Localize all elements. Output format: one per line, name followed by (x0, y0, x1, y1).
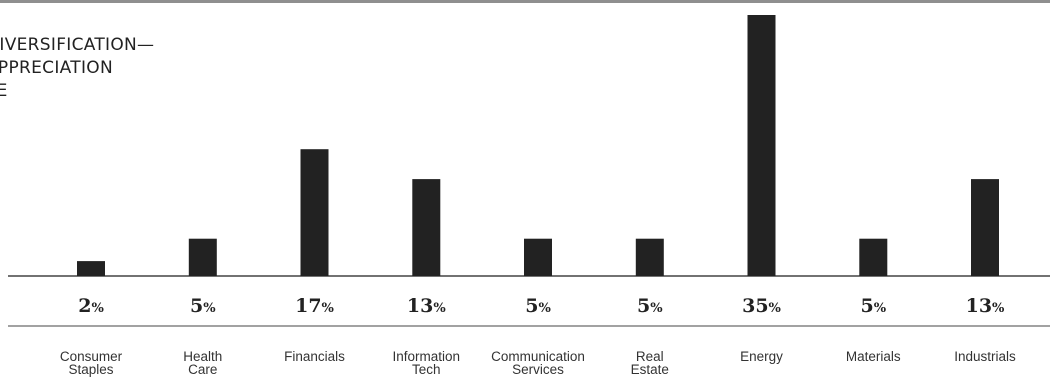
category-label-line: Care (188, 362, 217, 377)
chart-title: DIVERSIFICATION— APPRECIATION TE (0, 34, 154, 103)
category-label-line: Health (183, 349, 222, 364)
value-label: 5% (190, 295, 216, 317)
value-number: 5 (525, 295, 538, 317)
bar (971, 179, 999, 276)
value-label: 13% (966, 295, 1005, 317)
category-label-line: Staples (68, 362, 113, 377)
category-label-line: Financials (284, 349, 345, 364)
value-unit: % (874, 301, 887, 316)
value-number: 13 (966, 295, 992, 317)
category-label-line: Materials (846, 349, 901, 364)
value-label: 35% (742, 295, 781, 317)
value-number: 5 (637, 295, 650, 317)
category-label-line: Communication (491, 349, 585, 364)
bar (300, 149, 329, 276)
value-label: 17% (295, 295, 334, 317)
category-label-line: Tech (412, 362, 441, 377)
category-label: Communication Services (491, 349, 585, 377)
category-label: Industrials (954, 349, 1016, 364)
value-unit: % (769, 301, 782, 316)
value-unit: % (433, 301, 446, 316)
category-labels: Consumer Staples Health Care Financials Infor… (60, 349, 1016, 377)
value-label: 5% (861, 295, 887, 317)
value-number: 5 (190, 295, 203, 317)
bar (635, 238, 664, 276)
category-label: Energy (740, 349, 783, 364)
category-label: Health Care (183, 349, 222, 377)
value-label: 13% (407, 295, 446, 317)
bar (524, 238, 552, 276)
value-number: 13 (407, 295, 433, 317)
category-label-line: Energy (740, 349, 783, 364)
value-unit: % (322, 301, 335, 316)
value-unit: % (538, 301, 551, 316)
category-label-line: Services (512, 362, 564, 377)
value-number: 5 (861, 295, 874, 317)
value-label: 5% (525, 295, 551, 317)
bar (859, 238, 888, 276)
chart-title-line-1: DIVERSIFICATION— (0, 35, 155, 55)
bar (747, 15, 776, 276)
category-label: Financials (284, 349, 345, 364)
top-rule (0, 0, 1050, 3)
value-unit: % (203, 301, 216, 316)
value-label: 2% (78, 295, 104, 317)
bar (188, 238, 217, 276)
value-label: 5% (637, 295, 663, 317)
value-labels: 2% 5% 17% 13% 5% 5% 35% 5% 13% (78, 295, 1005, 317)
bar (77, 261, 105, 276)
category-label-line: Information (393, 349, 461, 364)
category-label: Information Tech (393, 349, 461, 377)
value-unit: % (91, 301, 104, 316)
chart-title-line-3: TE (0, 81, 8, 101)
value-unit: % (992, 301, 1005, 316)
value-number: 35 (742, 295, 768, 317)
category-label: Materials (846, 349, 901, 364)
category-label-line: Estate (631, 362, 669, 377)
value-unit: % (650, 301, 663, 316)
bars (77, 15, 999, 276)
category-label-line: Consumer (60, 349, 123, 364)
category-label-line: Industrials (954, 349, 1016, 364)
chart-title-line-2: APPRECIATION (0, 58, 113, 78)
category-label-line: Real (636, 349, 664, 364)
value-number: 2 (78, 295, 91, 317)
category-label: Consumer Staples (60, 349, 123, 377)
bar (412, 179, 441, 276)
category-label: Real Estate (631, 349, 669, 377)
value-number: 17 (295, 295, 321, 317)
